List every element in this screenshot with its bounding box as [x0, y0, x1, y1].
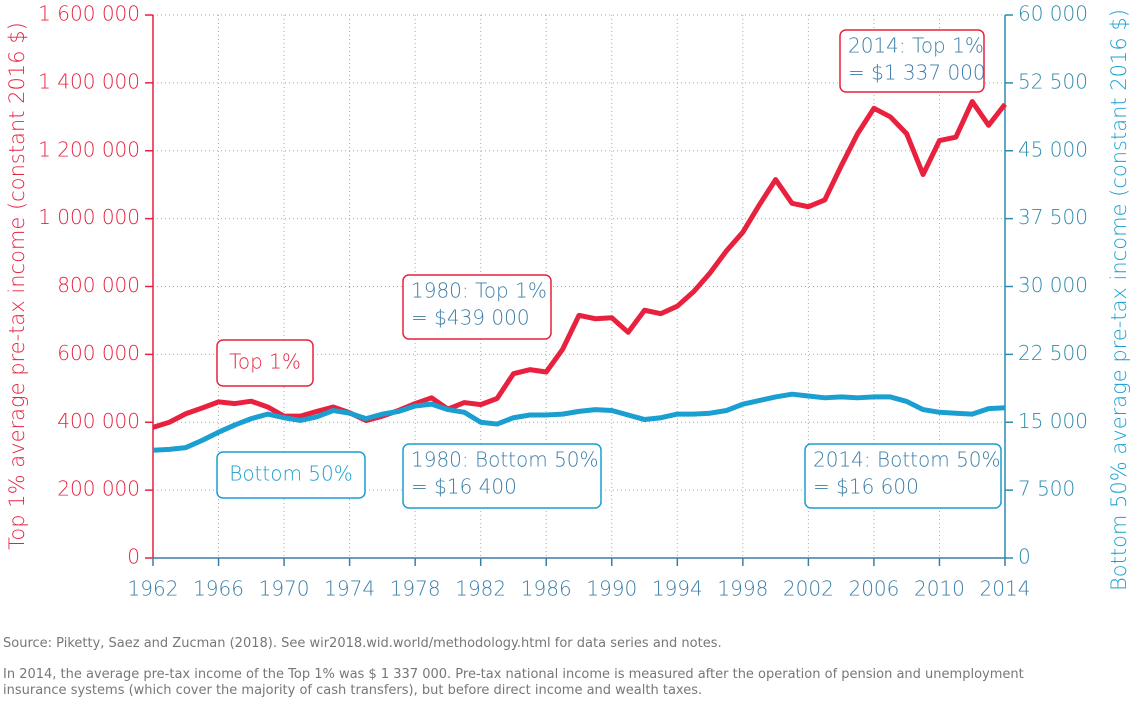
- y2-tick-label: 0: [1018, 545, 1031, 569]
- y-tick-label: 200 000: [57, 477, 140, 501]
- x-tick-label: 1978: [390, 577, 441, 601]
- y2-tick-label: 7 500: [1018, 477, 1075, 501]
- x-tick-label: 1970: [259, 577, 310, 601]
- legend-box: [216, 339, 314, 387]
- x-tick-label: 2006: [848, 577, 899, 601]
- legend-label: Bottom 50%: [229, 462, 353, 486]
- y2-tick-label: 45 000: [1018, 137, 1088, 161]
- annotation-text: = $1 337 000: [848, 61, 986, 85]
- annotation-text: 2014: Top 1%: [848, 34, 984, 58]
- series-line: [152, 99, 1007, 430]
- y2-tick-label: 52 500: [1018, 69, 1088, 93]
- legend-box: [216, 451, 366, 499]
- y-tick-label: 1 200 000: [38, 137, 140, 161]
- x-tick-label: 1966: [193, 577, 244, 601]
- y-axis-label: Top 1% average pre-tax income (constant …: [5, 22, 29, 550]
- y-tick-label: 1 600 000: [38, 2, 140, 26]
- y-tick-label: 1 400 000: [38, 69, 140, 93]
- x-tick-label: 1982: [455, 577, 506, 601]
- annotation-box: [839, 29, 985, 93]
- y-tick-label: 800 000: [57, 273, 140, 297]
- y2-tick-label: 15 000: [1018, 409, 1088, 433]
- y2-tick-label: 60 000: [1018, 2, 1088, 26]
- annotation-text: 1980: Bottom 50%: [411, 448, 599, 472]
- y-tick-label: 0: [127, 545, 140, 569]
- annotation-text: = $16 600: [813, 475, 919, 499]
- y2-tick-label: 30 000: [1018, 273, 1088, 297]
- annotation-text: 2014: Bottom 50%: [813, 448, 1001, 472]
- annotation-text: 1980: Top 1%: [411, 279, 547, 303]
- series-line: [152, 391, 1006, 453]
- source: Source: Piketty, Saez and Zucman (2018).…: [3, 636, 722, 651]
- x-tick-label: 1986: [521, 577, 572, 601]
- y-tick-label: 600 000: [57, 341, 140, 365]
- y-tick-label: 1 000 000: [38, 205, 140, 229]
- y2-tick-label: 22 500: [1018, 341, 1088, 365]
- x-tick-label: 2014: [980, 577, 1031, 601]
- chart: Top 1% average pre-tax income (constant …: [5, 2, 1131, 601]
- y2-axis-label: Bottom 50% average pre-tax income (const…: [1107, 9, 1131, 591]
- annotation-text: = $439 000: [411, 306, 530, 330]
- legend-label: Top 1%: [229, 350, 301, 374]
- x-tick-label: 1974: [324, 577, 375, 601]
- annotation-text: = $16 400: [411, 475, 517, 499]
- x-tick-label: 1994: [652, 577, 703, 601]
- annotation-box: [804, 443, 1002, 509]
- x-tick-label: 2002: [783, 577, 834, 601]
- x-tick-label: 1998: [717, 577, 768, 601]
- x-tick-label: 1962: [128, 577, 179, 601]
- x-tick-label: 1990: [586, 577, 637, 601]
- y2-tick-label: 37 500: [1018, 205, 1088, 229]
- annotation-box: [402, 443, 602, 509]
- y-tick-label: 400 000: [57, 409, 140, 433]
- annotation-box: [402, 274, 552, 340]
- note: In 2014, the average pre-tax income of t…: [3, 667, 1024, 698]
- x-tick-label: 2010: [914, 577, 965, 601]
